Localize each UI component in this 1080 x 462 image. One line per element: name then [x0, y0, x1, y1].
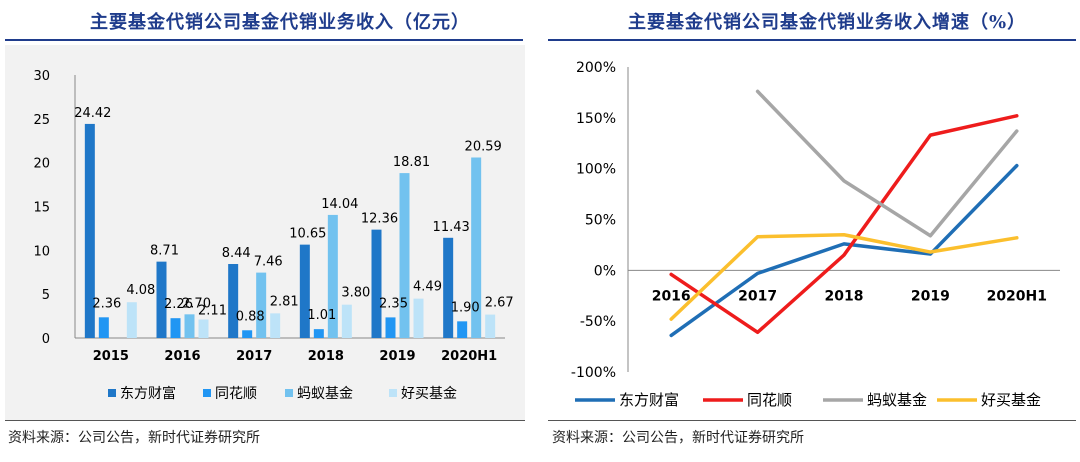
data-label-haomai: 4.08	[126, 283, 155, 298]
y-tick-label: 50%	[585, 213, 616, 229]
bar-东方财富-2018	[299, 244, 310, 338]
bar-好买基金-2020H1	[485, 314, 496, 338]
data-label-dongfang: 24.42	[74, 106, 111, 121]
bar-东方财富-2015	[84, 123, 95, 338]
data-label-dongfang: 10.65	[289, 227, 326, 242]
data-label-haomai: 2.81	[270, 294, 299, 309]
x-tick-label: 2019	[911, 288, 950, 304]
bar-同花顺-2015	[98, 317, 109, 338]
legend-label-同花顺: 同花顺	[747, 391, 792, 409]
bar-同花顺-2018	[313, 329, 324, 338]
bar-好买基金-2019	[413, 298, 424, 338]
series-line-同花顺	[669, 114, 1019, 335]
bar-好买基金-2015	[126, 302, 137, 338]
x-tick-label: 2016	[164, 349, 200, 364]
right-bottom-rule	[548, 420, 1076, 421]
y-tick-label: 100%	[576, 162, 616, 178]
y-tick-label: 25	[33, 113, 50, 128]
legend-swatch-好买基金	[389, 389, 397, 397]
y-tick-label: 0	[42, 332, 50, 347]
bar-蚂蚁基金-2016	[184, 314, 195, 338]
y-tick-label: 10	[33, 244, 50, 259]
left-bottom-rule	[5, 420, 525, 421]
legend-label-同花顺: 同花顺	[215, 386, 257, 402]
bar-好买基金-2018	[341, 304, 352, 338]
series-line-好买基金	[669, 233, 1019, 321]
bar-chart: 0 5 10 15 20 25 30 2015 24.42 2.36 4.08 2016 8.71 2.7…	[33, 69, 514, 402]
data-label-haomai: 3.80	[341, 286, 370, 301]
bar-东方财富-2019	[371, 229, 382, 338]
data-label-tonghuashun: 1.90	[451, 300, 480, 315]
data-label-dongfang: 8.44	[222, 246, 251, 261]
bar-好买基金-2016	[198, 319, 209, 338]
legend-label-蚂蚁基金: 蚂蚁基金	[297, 385, 353, 402]
legend-label-好买基金: 好买基金	[401, 385, 457, 402]
y-tick-label: -100%	[571, 365, 616, 381]
bar-蚂蚁基金-2020H1	[471, 157, 482, 338]
left-title-rule	[5, 39, 523, 41]
y-tick-label: 15	[33, 201, 50, 216]
data-label-tonghuashun: 0.88	[236, 309, 265, 324]
bar-蚂蚁基金-2017	[256, 272, 267, 338]
bar-好买基金-2017	[270, 313, 281, 338]
data-label-mayi: 14.04	[321, 197, 358, 212]
data-label-mayi: 20.59	[465, 139, 502, 154]
x-tick-label: 2018	[825, 288, 864, 304]
right-title-rule	[548, 39, 1076, 41]
data-label-haomai: 4.49	[413, 280, 442, 295]
legend-label-蚂蚁基金: 蚂蚁基金	[867, 391, 927, 409]
legend-label-东方财富: 东方财富	[120, 385, 176, 402]
x-tick-label: 2020H1	[441, 349, 497, 364]
bar-东方财富-2020H1	[443, 237, 454, 338]
x-tick-label: 2017	[236, 349, 272, 364]
right-chart-panel	[550, 45, 1070, 420]
bar-同花顺-2020H1	[457, 321, 468, 338]
bar-东方财富-2016	[156, 261, 167, 338]
bar-同花顺-2016	[170, 318, 181, 338]
data-label-tonghuashun: 2.35	[379, 296, 408, 311]
x-tick-label: 2017	[738, 288, 777, 304]
y-tick-label: 20	[33, 157, 50, 172]
data-label-dongfang: 12.36	[361, 212, 398, 227]
data-label-haomai: 2.67	[485, 296, 514, 311]
data-label-tonghuashun: 2.26	[164, 297, 193, 312]
x-tick-label: 2020H1	[987, 288, 1047, 304]
data-label-mayi: 2.70	[182, 296, 211, 311]
data-label-mayi: 7.46	[254, 255, 283, 270]
legend-swatch-同花顺	[203, 389, 211, 397]
right-chart-title: 主要基金代销公司基金代销业务收入增速（%）	[628, 12, 1027, 33]
data-label-dongfang: 8.71	[150, 244, 179, 259]
y-tick-label: 200%	[576, 60, 616, 76]
bar-东方财富-2017	[228, 264, 239, 338]
y-tick-label: 30	[33, 69, 50, 84]
data-label-tonghuashun: 1.01	[307, 308, 336, 323]
line-chart: -100% -50% 0% 50% 100% 150% 200% 2016 2017 2018 20…	[571, 60, 1060, 409]
series-line-蚂蚁基金	[755, 89, 1019, 238]
legend-label-好买基金: 好买基金	[981, 391, 1041, 409]
legend-swatch-东方财富	[108, 389, 116, 397]
data-label-haomai: 2.11	[198, 304, 227, 319]
data-label-tonghuashun: 2.36	[92, 296, 121, 311]
left-chart-title: 主要基金代销公司基金代销业务收入（亿元）	[90, 12, 470, 33]
x-tick-label: 2016	[652, 288, 691, 304]
y-tick-label: -50%	[580, 314, 616, 330]
series-line-东方财富	[669, 163, 1019, 338]
y-tick-label: 5	[42, 288, 50, 303]
y-tick-label: 0%	[594, 263, 616, 279]
legend-label-东方财富: 东方财富	[619, 391, 679, 409]
data-label-dongfang: 11.43	[433, 220, 470, 235]
left-source-note: 资料来源：公司公告，新时代证券研究所	[8, 430, 260, 446]
bar-同花顺-2019	[385, 317, 396, 338]
right-source-note: 资料来源：公司公告，新时代证券研究所	[552, 430, 804, 446]
data-label-mayi: 18.81	[393, 155, 430, 170]
bar-蚂蚁基金-2018	[327, 214, 338, 338]
y-tick-label: 150%	[576, 111, 616, 127]
bar-蚂蚁基金-2019	[399, 173, 410, 338]
legend-swatch-蚂蚁基金	[285, 389, 293, 397]
x-tick-label: 2019	[379, 349, 415, 364]
x-tick-label: 2015	[93, 349, 129, 364]
x-tick-label: 2018	[308, 349, 344, 364]
bar-同花顺-2017	[242, 330, 253, 338]
